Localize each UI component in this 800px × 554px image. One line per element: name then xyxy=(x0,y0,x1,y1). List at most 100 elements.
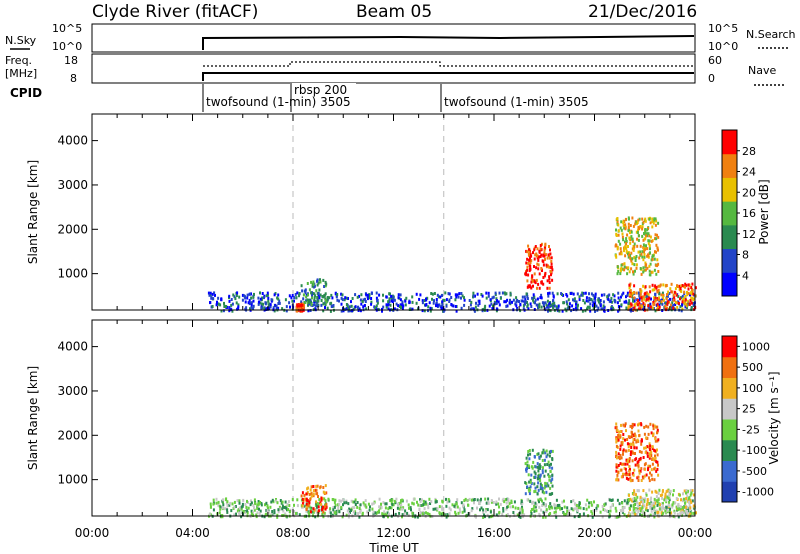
data-cell xyxy=(433,299,435,303)
data-cell xyxy=(249,513,252,517)
data-cell xyxy=(526,265,529,269)
data-cell xyxy=(533,265,535,268)
data-cell xyxy=(266,291,269,295)
data-cell xyxy=(423,507,426,511)
data-cell xyxy=(582,507,585,511)
data-cell xyxy=(621,510,624,514)
data-cell xyxy=(676,306,679,309)
data-cell xyxy=(656,503,659,507)
data-cell xyxy=(320,299,323,302)
data-cell xyxy=(623,499,626,503)
data-cell xyxy=(448,512,451,516)
data-cell xyxy=(644,217,647,221)
colorbar-tick-label: -100 xyxy=(742,444,767,457)
data-cell xyxy=(439,295,442,299)
data-cell xyxy=(557,306,560,310)
data-cell xyxy=(212,508,215,512)
data-cell xyxy=(648,479,651,483)
data-cell xyxy=(541,459,544,462)
data-cell xyxy=(347,502,350,506)
data-cell xyxy=(639,294,642,298)
data-cell xyxy=(257,296,260,300)
data-cell xyxy=(309,510,312,514)
data-cell xyxy=(645,234,648,238)
data-cell xyxy=(447,292,450,296)
data-cell xyxy=(318,498,321,502)
data-cell xyxy=(631,239,634,243)
data-cell xyxy=(661,504,664,508)
data-cell xyxy=(529,256,531,260)
data-cell xyxy=(635,291,638,295)
data-cell xyxy=(285,507,288,510)
data-cell xyxy=(634,434,637,438)
data-cell xyxy=(246,296,249,300)
data-cell xyxy=(627,266,630,270)
data-cell xyxy=(267,510,270,514)
data-cell xyxy=(345,296,348,300)
data-cell xyxy=(512,298,515,302)
data-cell xyxy=(651,257,654,261)
data-cell xyxy=(225,305,228,308)
data-cell xyxy=(419,498,421,502)
data-cell xyxy=(210,296,213,300)
data-cell xyxy=(643,232,645,235)
data-cell xyxy=(222,309,225,313)
data-cell xyxy=(450,296,453,299)
data-cell xyxy=(325,282,328,286)
data-cell xyxy=(536,247,539,251)
data-cell xyxy=(669,507,671,511)
data-cell xyxy=(648,442,651,446)
data-cell xyxy=(305,509,308,513)
data-cell xyxy=(535,303,538,307)
data-cell xyxy=(623,506,626,509)
data-cell xyxy=(654,501,657,505)
data-cell xyxy=(658,296,660,300)
data-cell xyxy=(550,256,553,260)
data-cell xyxy=(620,250,623,254)
data-cell xyxy=(548,286,551,290)
data-cell xyxy=(302,293,305,297)
data-cell xyxy=(662,295,665,299)
data-cell xyxy=(633,284,636,288)
data-cell xyxy=(629,231,631,235)
data-cell xyxy=(592,293,595,297)
data-cell xyxy=(655,298,658,302)
data-cell xyxy=(464,497,467,501)
data-cell xyxy=(528,263,531,267)
data-cell xyxy=(455,295,458,299)
data-cell xyxy=(643,504,646,508)
data-cell xyxy=(650,239,653,243)
data-cell xyxy=(219,303,222,307)
data-cell xyxy=(632,504,635,507)
data-cell xyxy=(647,255,650,259)
data-cell xyxy=(421,309,424,313)
data-cell xyxy=(677,515,680,519)
data-cell xyxy=(334,291,337,295)
data-cell xyxy=(548,513,550,517)
data-cell xyxy=(647,432,650,436)
data-cell xyxy=(377,307,379,311)
data-cell xyxy=(666,300,669,304)
data-cell xyxy=(642,238,645,242)
data-cell xyxy=(362,305,365,309)
data-cell xyxy=(403,512,406,516)
data-cell xyxy=(666,489,669,493)
data-cell xyxy=(578,503,581,507)
data-cell xyxy=(209,513,212,517)
data-cell xyxy=(667,290,670,294)
data-cell xyxy=(258,300,261,304)
data-cell xyxy=(549,252,552,256)
data-cell xyxy=(357,305,360,309)
data-cell xyxy=(344,307,347,311)
data-cell xyxy=(620,252,623,256)
data-cell xyxy=(687,283,690,287)
data-cell xyxy=(359,508,362,512)
data-cell xyxy=(215,303,218,307)
data-cell xyxy=(565,300,568,304)
data-cell xyxy=(652,301,655,304)
data-cell xyxy=(451,304,454,308)
data-cell xyxy=(501,498,504,502)
data-cell xyxy=(621,232,624,236)
data-cell xyxy=(644,285,647,289)
data-cell xyxy=(645,263,648,267)
